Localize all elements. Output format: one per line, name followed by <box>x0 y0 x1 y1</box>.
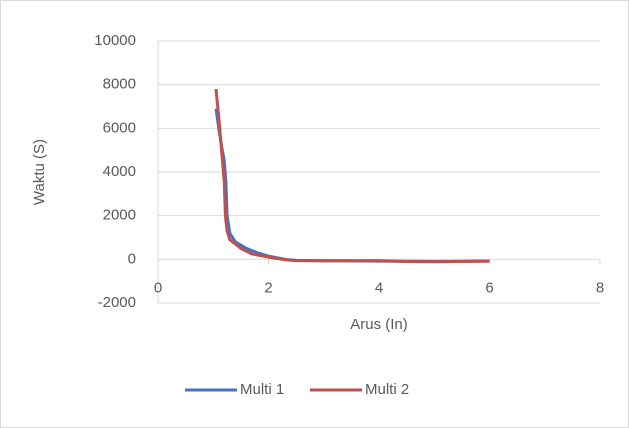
y-tick-label: -2000 <box>98 294 136 311</box>
y-tick-label: 0 <box>128 250 136 267</box>
y-tick-label: 6000 <box>103 119 136 136</box>
x-tick-label: 8 <box>596 279 604 296</box>
y-tick-label: 2000 <box>103 207 136 224</box>
legend-label: Multi 2 <box>365 381 409 398</box>
x-tick-label: 4 <box>375 279 383 296</box>
y-tick-label: 8000 <box>103 76 136 93</box>
x-tick-label: 6 <box>485 279 493 296</box>
x-axis-label: Arus (In) <box>350 316 408 333</box>
legend-label: Multi 1 <box>240 381 284 398</box>
y-tick-label: 10000 <box>94 32 136 49</box>
x-tick-label: 0 <box>154 279 162 296</box>
y-axis-label: Waktu (S) <box>31 139 48 205</box>
data-line <box>214 88 490 264</box>
y-tick-label: 4000 <box>103 163 136 180</box>
x-tick-label: 2 <box>264 279 272 296</box>
